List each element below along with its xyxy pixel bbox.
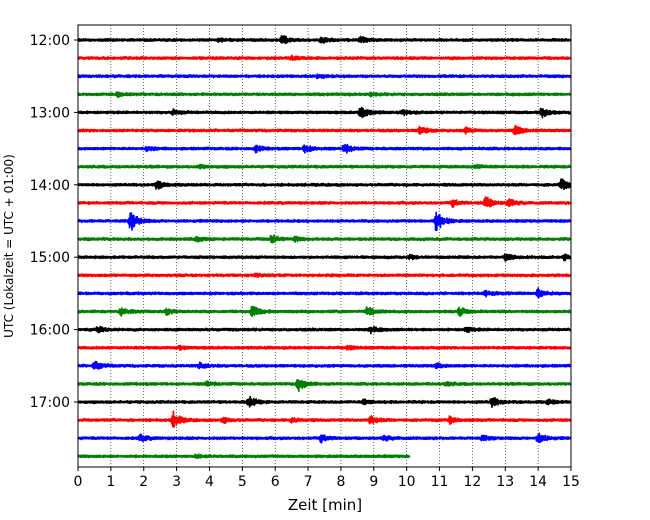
seismogram-trace [77, 143, 572, 154]
seismogram-trace [77, 360, 572, 370]
x-tick-label: 0 [74, 474, 83, 490]
x-tick-label: 7 [304, 474, 313, 490]
seismogram-trace [77, 106, 572, 119]
x-tick-label: 13 [496, 474, 514, 490]
x-axis-label: Zeit [min] [288, 496, 362, 514]
seismogram-trace [77, 287, 572, 299]
seismogram-trace [77, 325, 572, 335]
seismogram-trace [77, 432, 572, 444]
x-tick-label: 6 [271, 474, 280, 490]
seismogram-trace [77, 253, 572, 262]
x-tick-label: 8 [336, 474, 345, 490]
seismogram-trace [77, 234, 572, 244]
seismogram-traces [77, 35, 572, 460]
x-tick-label: 5 [238, 474, 247, 490]
y-axis-ticks: 12:00 13:00 14:00 15:00 16:00 17:00 [30, 33, 78, 411]
y-tick-label: 14:00 [30, 178, 70, 194]
x-tick-label: 12 [463, 474, 481, 490]
y-tick-label: 13:00 [30, 105, 70, 121]
x-tick-label: 15 [562, 474, 580, 490]
plot-frame [77, 24, 572, 468]
seismogram-trace [77, 211, 572, 232]
x-axis-ticks: 0 1 2 3 4 5 6 7 8 9 10 11 12 13 14 15 [74, 467, 580, 490]
y-tick-label: 12:00 [30, 33, 70, 49]
seismogram-trace [77, 410, 572, 428]
x-tick-label: 4 [205, 474, 214, 490]
seismogram-trace [77, 124, 572, 136]
x-tick-label: 11 [431, 474, 449, 490]
seismogram-trace [77, 344, 572, 351]
seismogram-trace [77, 379, 572, 393]
seismogram-trace [77, 178, 572, 191]
x-tick-label: 14 [529, 474, 547, 490]
seismogram-trace [77, 272, 572, 279]
x-tick-label: 9 [369, 474, 378, 490]
seismogram-trace [77, 305, 572, 318]
seismogram-trace [77, 163, 572, 170]
y-axis-label: UTC (Lokalzeit = UTC + 01:00) [2, 154, 16, 338]
x-tick-label: 3 [172, 474, 181, 490]
y-tick-label: 16:00 [30, 323, 70, 339]
seismogram-trace [77, 395, 572, 409]
seismogram-trace [77, 196, 572, 209]
x-tick-label: 2 [139, 474, 148, 490]
seismogram-trace [77, 73, 572, 80]
y-tick-label: 15:00 [30, 250, 70, 266]
y-tick-label: 17:00 [30, 395, 70, 411]
x-tick-label: 1 [106, 474, 115, 490]
seismogram-trace [77, 54, 572, 62]
x-tick-label: 10 [398, 474, 416, 490]
seismogram-trace [77, 35, 572, 45]
seismogram-trace [77, 453, 411, 460]
seismogram-trace [77, 91, 572, 99]
